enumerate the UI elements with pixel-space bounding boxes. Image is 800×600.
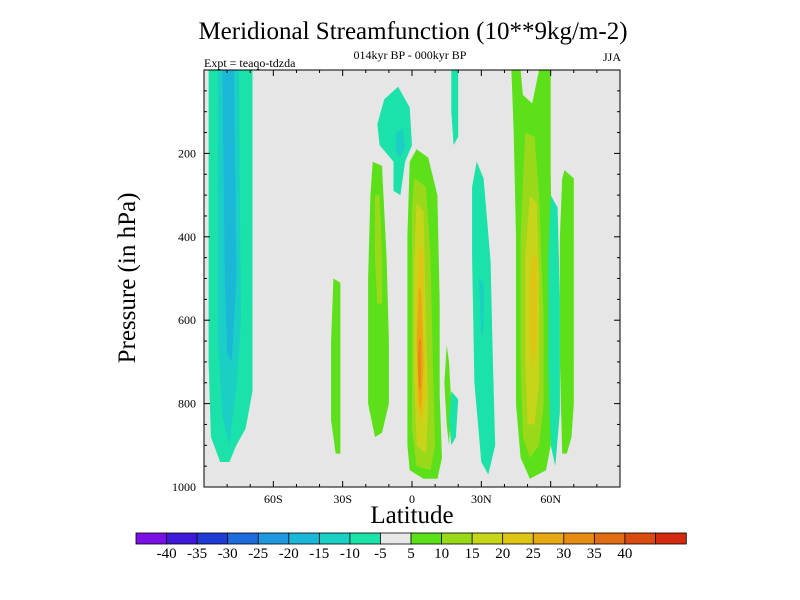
colorbar-label: 40 [617,546,632,562]
colorbar-label: -35 [187,546,207,562]
y-tick-label: 1000 [172,480,196,494]
x-axis-label: Latitude [370,502,454,529]
region-nh-jet-band-core [529,253,537,371]
colorbar-swatch [410,532,443,545]
colorbar-swatch [441,532,473,545]
colorbar-swatch [593,532,626,545]
colorbar-label: 25 [526,546,541,562]
region-sh-mid-lat-band [331,278,341,454]
chart-title: Meridional Streamfunction (10**9kg/m-2) [198,18,628,45]
x-tick-label: 60S [264,492,283,506]
colorbar-swatch [471,532,504,545]
colorbar-label: 10 [434,546,449,562]
colorbar-label: -20 [279,546,299,562]
colorbar-swatch [349,532,382,545]
x-tick-label: 30S [333,492,352,506]
colorbar-swatch [502,532,534,545]
colorbar-swatch [563,532,596,545]
colorbar-swatch [196,532,229,545]
axis-ticks: 60S 30S 0 30N 60N 200 400 600 800 1000 [172,70,620,506]
y-tick-label: 200 [178,146,196,160]
colorbar-swatch [257,532,290,545]
y-tick-label: 600 [178,313,196,327]
region-upper-cell-core [395,128,406,158]
region-nh-ferrel-cell-core [479,278,484,337]
colorbar-swatch [532,532,565,545]
experiment-label: Expt = teaqo-tdzda [204,56,296,70]
colorbar-swatch [166,532,198,545]
region-nh-high-lat-teal [548,195,560,467]
colorbar: -40 -35 -30 -25 -20 -15 -10 -5 5 10 15 20 25 30 35 40 [135,532,687,562]
colorbar-swatch [624,532,657,545]
colorbar-swatch [655,532,687,545]
colorbar-label: -30 [218,546,238,562]
region-nh-ferrel-cell [472,161,496,475]
colorbar-label: 35 [587,546,602,562]
colorbar-swatch [227,532,259,545]
region-hadley-cell-core-35 [417,336,422,392]
region-sh-polar-cell-core [222,70,237,362]
chart-subtitle: 014kyr BP - 000kyr BP [353,48,467,62]
colorbar-label: 20 [495,546,510,562]
contour-regions [208,70,574,479]
colorbar-swatch [380,532,412,545]
x-tick-label: 60N [540,492,561,506]
x-tick-label: 30N [471,492,492,506]
colorbar-swatch [318,532,351,545]
colorbar-label: 15 [465,546,480,562]
colorbar-label: -10 [340,546,360,562]
colorbar-label: 30 [556,546,571,562]
colorbar-label: -5 [374,546,387,562]
colorbar-label: -40 [157,546,177,562]
colorbar-label: -25 [248,546,268,562]
region-upper-cell [377,86,412,196]
y-tick-label: 400 [178,230,196,244]
colorbar-label: 5 [407,546,415,562]
season-label: JJA [602,50,621,64]
colorbar-label: -15 [309,546,329,562]
colorbar-swatch [135,532,168,545]
colorbar-swatch [288,532,321,545]
region-nh-teal-streak [449,391,459,446]
region-sh-subtropical-band-inner [375,195,382,304]
y-tick-label: 800 [178,397,196,411]
region-nh-high-lat-band [559,170,574,454]
x-tick-label: 0 [409,492,415,506]
region-nh-topsliver [451,70,459,146]
